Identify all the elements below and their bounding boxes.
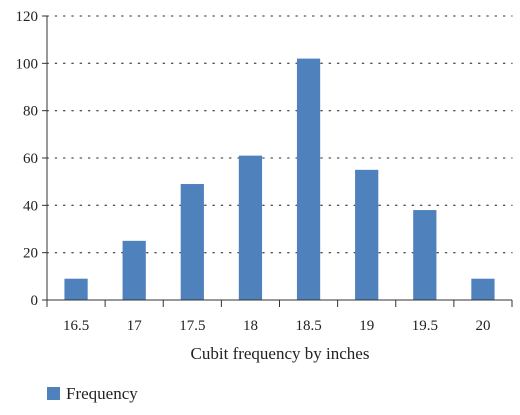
y-tick-label: 60 xyxy=(23,151,38,167)
x-tick-label: 18.5 xyxy=(295,318,321,334)
bar-20 xyxy=(471,278,495,300)
x-axis-title: Cubit frequency by inches xyxy=(191,344,370,363)
y-tick-label: 20 xyxy=(23,246,38,262)
bars xyxy=(64,58,495,300)
x-tick-labels: 16.5 17 17.5 18 18.5 19 19.5 20 xyxy=(63,318,491,334)
legend-label-frequency: Frequency xyxy=(66,384,138,403)
bar-16.5 xyxy=(64,278,88,300)
bar-17 xyxy=(122,240,146,300)
x-tick-label: 18 xyxy=(243,318,258,334)
y-tick-label: 0 xyxy=(31,293,39,309)
x-tick-label: 16.5 xyxy=(63,318,89,334)
legend-swatch xyxy=(47,387,60,400)
axes xyxy=(46,16,513,307)
bar-18 xyxy=(238,155,263,300)
y-tick-label: 100 xyxy=(16,56,39,72)
legend: Frequency xyxy=(47,384,138,403)
x-tick-label: 19.5 xyxy=(412,318,438,334)
gridlines xyxy=(42,15,513,301)
bar-19 xyxy=(355,169,379,300)
y-tick-label: 120 xyxy=(16,9,39,25)
bar-18.5 xyxy=(296,58,321,300)
y-tick-labels: 0 20 40 60 80 100 120 xyxy=(16,9,39,309)
x-tick-label: 19 xyxy=(359,318,374,334)
x-tick-label: 20 xyxy=(475,318,490,334)
bar-19.5 xyxy=(413,210,437,300)
x-tick-label: 17.5 xyxy=(179,318,205,334)
y-tick-label: 40 xyxy=(23,198,38,214)
bar-17.5 xyxy=(180,184,204,300)
y-tick-label: 80 xyxy=(23,104,38,120)
x-tick-label: 17 xyxy=(127,318,143,334)
